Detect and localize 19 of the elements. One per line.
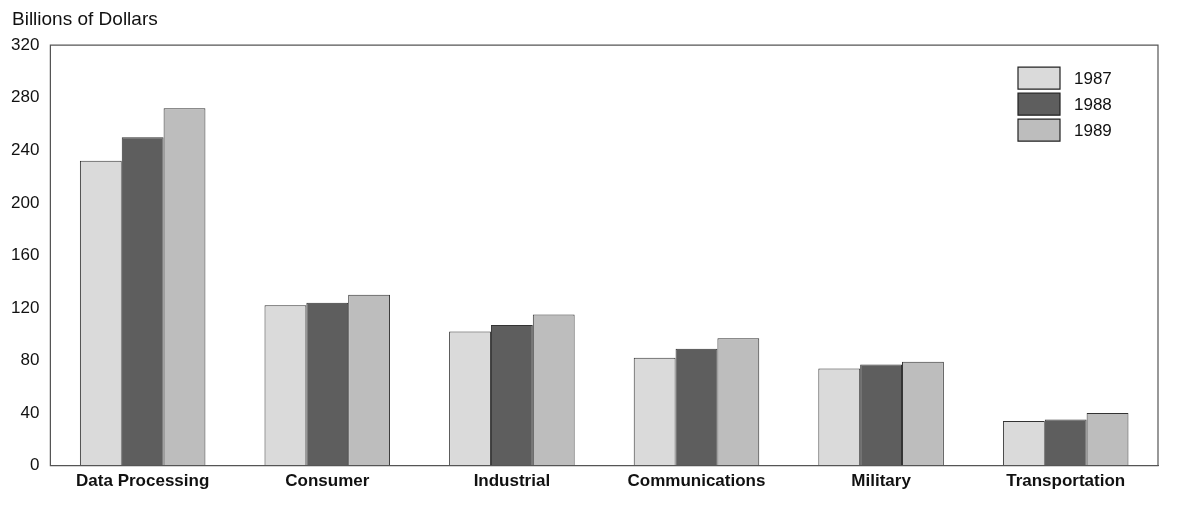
y-tick-label: 280 — [10, 87, 40, 107]
x-tick-label: Transportation — [1006, 471, 1126, 491]
x-tick-label: Data Processing — [76, 471, 210, 491]
y-tick-label: 0 — [29, 455, 40, 475]
legend-label: 1988 — [1074, 94, 1112, 114]
y-tick-label: 240 — [10, 139, 40, 159]
x-tick-label: Communications — [627, 471, 766, 491]
legend-label: 1987 — [1074, 68, 1112, 88]
legend-label: 1989 — [1074, 120, 1112, 140]
y-tick-label: 160 — [10, 245, 40, 265]
y-tick-label: 40 — [20, 402, 40, 422]
y-tick-label: 80 — [20, 350, 40, 370]
y-tick-label: 320 — [10, 34, 40, 54]
y-axis-title: Billions of Dollars — [11, 8, 159, 31]
x-tick-label: Military — [851, 471, 912, 491]
y-tick-label: 200 — [10, 192, 40, 212]
x-tick-label: Consumer — [285, 471, 370, 491]
y-tick-label: 120 — [10, 297, 40, 317]
x-tick-label: Industrial — [473, 471, 551, 491]
